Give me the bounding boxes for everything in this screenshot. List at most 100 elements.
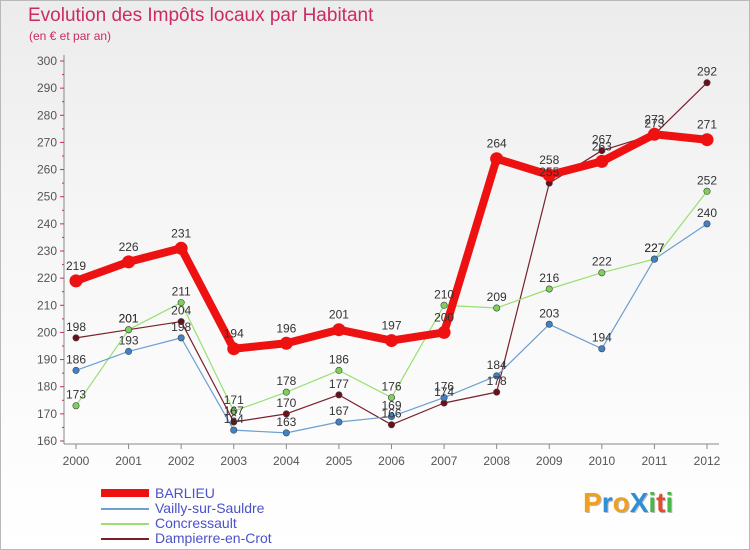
data-label-concressault: 216 bbox=[539, 271, 559, 285]
logo-letter: t bbox=[656, 487, 666, 518]
x-tick-label: 2011 bbox=[642, 454, 668, 468]
y-tick-label: 160 bbox=[37, 434, 57, 448]
series-concressault bbox=[72, 187, 711, 415]
y-tick-label: 250 bbox=[37, 190, 57, 204]
y-tick-label: 170 bbox=[37, 407, 57, 421]
data-label-vailly-sur-sauldre: 193 bbox=[119, 333, 139, 347]
data-point-dampierre-en-crot bbox=[335, 391, 343, 399]
data-label-dampierre-en-crot: 204 bbox=[171, 304, 191, 318]
data-label-vailly-sur-sauldre: 194 bbox=[592, 331, 612, 345]
data-point-vailly-sur-sauldre bbox=[650, 255, 658, 263]
data-point-dampierre-en-crot bbox=[387, 421, 395, 429]
chart-subtitle: (en € et par an) bbox=[29, 29, 112, 43]
data-label-concressault: 209 bbox=[487, 290, 507, 304]
data-label-barlieu: 196 bbox=[276, 321, 296, 335]
data-point-concressault bbox=[545, 285, 553, 293]
y-tick-label: 260 bbox=[37, 163, 57, 177]
legend-swatch bbox=[101, 508, 149, 510]
data-label-barlieu: 219 bbox=[66, 259, 86, 273]
data-label-dampierre-en-crot: 170 bbox=[276, 396, 296, 410]
data-point-barlieu bbox=[700, 133, 714, 147]
logo-letter: X bbox=[629, 487, 649, 518]
x-tick-label: 2001 bbox=[115, 454, 142, 468]
data-label-barlieu: 201 bbox=[329, 308, 349, 322]
chart-legend: BARLIEU Vailly-sur-Sauldre Concressault Dam… bbox=[101, 485, 341, 546]
data-label-barlieu: 271 bbox=[697, 118, 717, 132]
data-point-concressault bbox=[177, 299, 185, 307]
series-line-concressault bbox=[75, 190, 708, 412]
data-label-concressault: 171 bbox=[224, 393, 244, 407]
logo-letter: i bbox=[665, 487, 674, 518]
data-label-concressault: 178 bbox=[276, 374, 296, 388]
data-point-concressault bbox=[440, 301, 448, 309]
data-point-vailly-sur-sauldre bbox=[230, 426, 238, 434]
data-label-concressault: 176 bbox=[381, 380, 401, 394]
data-point-concressault bbox=[125, 326, 133, 334]
data-point-vailly-sur-sauldre bbox=[703, 220, 711, 228]
data-point-concressault bbox=[493, 304, 501, 312]
data-label-dampierre-en-crot: 177 bbox=[329, 377, 349, 391]
data-point-vailly-sur-sauldre bbox=[282, 429, 290, 437]
series-barlieu bbox=[69, 127, 714, 356]
data-label-dampierre-en-crot: 174 bbox=[434, 385, 454, 399]
y-tick-label: 200 bbox=[37, 325, 57, 339]
data-label-vailly-sur-sauldre: 163 bbox=[276, 415, 296, 429]
data-point-concressault bbox=[387, 394, 395, 402]
data-label-barlieu: 258 bbox=[539, 153, 559, 167]
data-label-concressault: 201 bbox=[119, 312, 139, 326]
data-point-concressault bbox=[230, 407, 238, 415]
series-dampierre-en-crot bbox=[72, 79, 711, 429]
data-point-barlieu bbox=[279, 336, 293, 350]
x-tick-label: 2004 bbox=[273, 454, 300, 468]
data-point-vailly-sur-sauldre bbox=[545, 320, 553, 328]
x-tick-label: 2008 bbox=[483, 454, 510, 468]
data-label-dampierre-en-crot: 292 bbox=[697, 65, 717, 79]
data-point-dampierre-en-crot bbox=[598, 147, 606, 155]
y-tick-label: 280 bbox=[37, 108, 57, 122]
data-point-concressault bbox=[335, 366, 343, 374]
data-label-barlieu: 264 bbox=[487, 137, 507, 151]
chart-series bbox=[69, 79, 714, 437]
data-point-barlieu bbox=[595, 154, 609, 168]
data-point-vailly-sur-sauldre bbox=[335, 418, 343, 426]
data-label-vailly-sur-sauldre: 198 bbox=[171, 320, 191, 334]
x-tick-label: 2006 bbox=[378, 454, 405, 468]
data-label-concressault: 227 bbox=[644, 241, 664, 255]
data-label-barlieu: 226 bbox=[119, 240, 139, 254]
data-point-barlieu bbox=[542, 168, 556, 182]
y-tick-label: 220 bbox=[37, 271, 57, 285]
legend-swatch bbox=[101, 489, 149, 497]
x-tick-label: 2012 bbox=[694, 454, 721, 468]
data-label-dampierre-en-crot: 166 bbox=[381, 407, 401, 421]
data-point-dampierre-en-crot bbox=[72, 334, 80, 342]
chart-data-labels: 198 201 204 167 170 177 166 174 178 255 267 273 292 1… bbox=[66, 65, 717, 429]
data-point-concressault bbox=[598, 269, 606, 277]
data-label-vailly-sur-sauldre: 186 bbox=[66, 352, 86, 366]
data-label-vailly-sur-sauldre: 169 bbox=[381, 399, 401, 413]
legend-label: Dampierre-en-Crot bbox=[155, 530, 272, 546]
data-point-barlieu bbox=[122, 255, 136, 269]
data-point-vailly-sur-sauldre bbox=[493, 372, 501, 380]
data-label-dampierre-en-crot: 178 bbox=[487, 374, 507, 388]
legend-swatch bbox=[101, 523, 149, 525]
data-point-barlieu bbox=[227, 342, 241, 356]
data-point-dampierre-en-crot bbox=[493, 388, 501, 396]
data-label-concressault: 186 bbox=[329, 352, 349, 366]
data-label-dampierre-en-crot: 167 bbox=[224, 404, 244, 418]
legend-item-vailly-sur-sauldre: Vailly-sur-Sauldre bbox=[101, 500, 341, 516]
chart-axes: 160 170 180 190 200 210 220 230 240 250 260 270 280 2… bbox=[37, 54, 721, 468]
legend-label: Vailly-sur-Sauldre bbox=[155, 500, 265, 516]
data-point-barlieu bbox=[437, 325, 451, 339]
data-label-barlieu: 263 bbox=[592, 139, 612, 153]
y-tick-label: 230 bbox=[37, 244, 57, 258]
legend-label: BARLIEU bbox=[155, 485, 215, 501]
data-point-vailly-sur-sauldre bbox=[387, 413, 395, 421]
data-label-vailly-sur-sauldre: 184 bbox=[487, 358, 507, 372]
data-label-vailly-sur-sauldre: 164 bbox=[224, 412, 244, 426]
data-label-vailly-sur-sauldre: 240 bbox=[697, 206, 717, 220]
x-tick-label: 2009 bbox=[536, 454, 563, 468]
data-point-concressault bbox=[703, 187, 711, 195]
data-label-dampierre-en-crot: 255 bbox=[539, 165, 559, 179]
